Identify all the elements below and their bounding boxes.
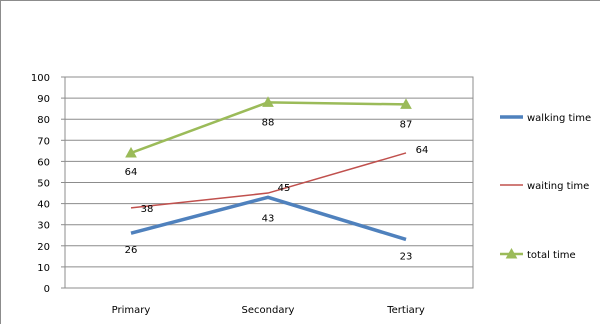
y-tick-label: 0 [44,284,50,295]
data-label: 64 [125,167,138,178]
data-label: 64 [416,145,429,156]
legend-marker [505,247,518,259]
y-tick-label: 40 [37,200,50,211]
data-point-marker [262,96,274,107]
x-tick-label: Tertiary [386,305,425,316]
y-tick-label: 80 [37,115,50,126]
data-label: 43 [262,213,275,224]
data-label: 38 [141,204,154,215]
series-line-waiting-time [130,152,407,209]
data-point-marker [125,146,137,158]
data-label: 45 [278,183,291,194]
x-tick-label: Secondary [242,305,295,316]
data-point-marker [400,98,412,109]
legend-label: walking time [527,113,591,124]
y-tick-label: 50 [37,179,50,190]
series-line-walking-time [130,195,407,242]
y-tick-label: 30 [37,221,50,232]
y-tick-label: 100 [31,73,50,84]
y-tick-label: 70 [37,136,50,147]
data-label: 88 [262,117,275,128]
data-label: 23 [400,251,413,262]
y-tick-label: 20 [37,242,50,253]
data-label: 87 [400,119,413,130]
y-tick-label: 60 [37,157,50,168]
data-label: 26 [125,245,138,256]
legend-label: total time [527,250,576,261]
y-tick-label: 10 [37,263,50,274]
x-tick-label: Primary [112,305,151,316]
y-tick-label: 90 [37,94,50,105]
legend-label: waiting time [527,181,589,192]
